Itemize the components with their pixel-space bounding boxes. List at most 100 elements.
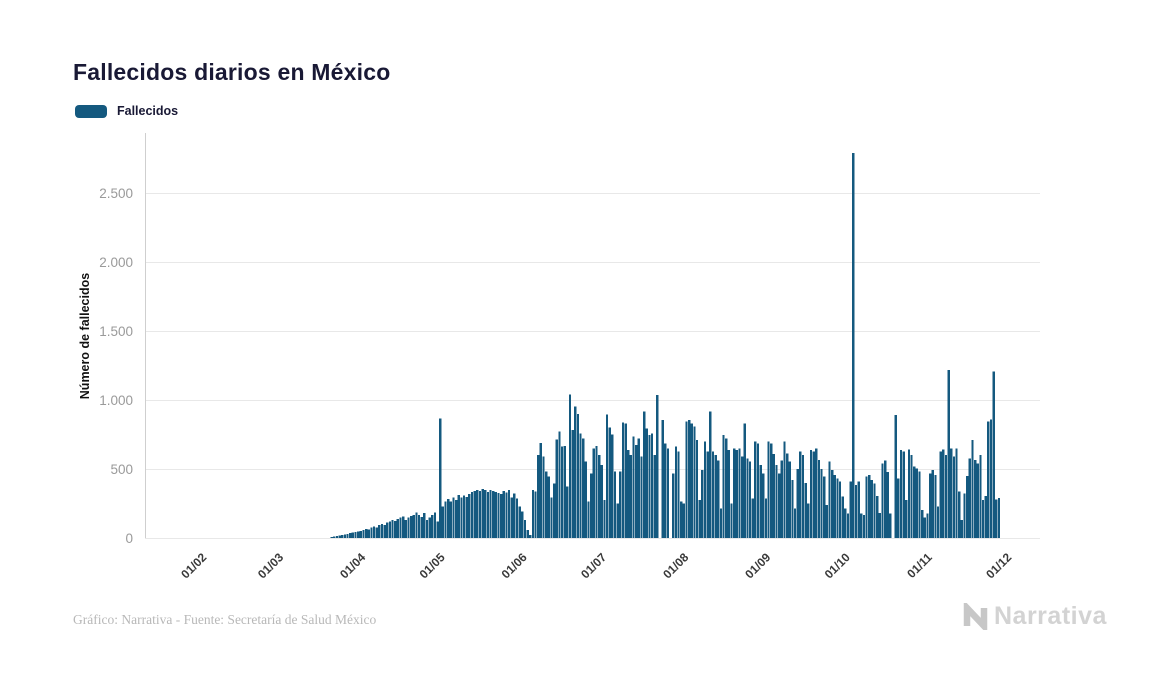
bar[interactable]: [566, 486, 569, 538]
bar[interactable]: [404, 520, 407, 538]
bar[interactable]: [889, 513, 892, 538]
bar[interactable]: [711, 451, 715, 538]
bar[interactable]: [423, 513, 426, 538]
bar[interactable]: [719, 508, 723, 538]
bar[interactable]: [868, 475, 871, 538]
bar[interactable]: [966, 475, 969, 538]
bar[interactable]: [547, 476, 550, 538]
bar[interactable]: [785, 453, 789, 538]
bar[interactable]: [550, 497, 553, 538]
bar[interactable]: [923, 517, 926, 538]
bar[interactable]: [743, 423, 746, 538]
bar[interactable]: [939, 451, 942, 538]
bar[interactable]: [754, 441, 757, 538]
bar[interactable]: [587, 501, 590, 538]
bar[interactable]: [465, 496, 468, 538]
bar[interactable]: [341, 534, 344, 538]
bar[interactable]: [958, 491, 961, 538]
bar[interactable]: [574, 406, 577, 538]
bar[interactable]: [635, 444, 638, 538]
bar[interactable]: [454, 500, 458, 538]
bar[interactable]: [349, 533, 352, 538]
bar[interactable]: [799, 451, 802, 538]
bar[interactable]: [576, 413, 580, 538]
bar[interactable]: [518, 506, 521, 538]
bar[interactable]: [386, 522, 389, 538]
bar[interactable]: [812, 451, 815, 538]
bar[interactable]: [370, 527, 373, 538]
bar[interactable]: [415, 512, 418, 538]
bar[interactable]: [706, 451, 709, 538]
bar[interactable]: [833, 475, 836, 538]
bar[interactable]: [560, 446, 564, 538]
bar[interactable]: [735, 449, 738, 538]
bar[interactable]: [913, 466, 916, 538]
bar[interactable]: [621, 422, 625, 538]
bar[interactable]: [730, 503, 733, 538]
bar[interactable]: [878, 513, 881, 538]
bar[interactable]: [539, 442, 543, 538]
bar[interactable]: [460, 497, 463, 538]
bar[interactable]: [849, 481, 852, 538]
bar[interactable]: [894, 415, 897, 538]
bar[interactable]: [793, 508, 797, 538]
bar[interactable]: [531, 489, 535, 538]
bar[interactable]: [764, 498, 768, 538]
bar[interactable]: [359, 530, 362, 538]
bar[interactable]: [727, 449, 731, 538]
bar[interactable]: [921, 509, 924, 538]
bar[interactable]: [905, 500, 908, 538]
bar[interactable]: [571, 429, 574, 538]
bar[interactable]: [902, 451, 905, 538]
bar[interactable]: [801, 455, 805, 538]
bar[interactable]: [582, 438, 585, 538]
bar[interactable]: [552, 483, 556, 538]
bar[interactable]: [486, 491, 490, 538]
bar[interactable]: [391, 520, 394, 538]
bar[interactable]: [568, 394, 572, 538]
bar[interactable]: [984, 496, 987, 538]
bar[interactable]: [605, 414, 609, 538]
bar[interactable]: [457, 495, 460, 538]
bar[interactable]: [433, 512, 437, 538]
bar[interactable]: [595, 445, 598, 538]
bar[interactable]: [372, 526, 376, 538]
bar[interactable]: [357, 531, 360, 538]
bar[interactable]: [351, 532, 355, 538]
bar[interactable]: [425, 520, 429, 538]
bar[interactable]: [703, 441, 707, 538]
bar[interactable]: [473, 490, 476, 538]
bar[interactable]: [383, 524, 386, 538]
bar[interactable]: [627, 449, 630, 538]
bar[interactable]: [740, 456, 744, 538]
bar[interactable]: [526, 530, 529, 538]
bar[interactable]: [725, 438, 728, 538]
bar[interactable]: [844, 508, 847, 538]
bar[interactable]: [910, 455, 913, 538]
bar[interactable]: [492, 490, 495, 538]
bar[interactable]: [611, 434, 614, 538]
bar[interactable]: [807, 503, 810, 538]
bar[interactable]: [364, 529, 368, 538]
bar[interactable]: [809, 449, 813, 538]
bar[interactable]: [997, 497, 1001, 538]
bar[interactable]: [449, 501, 452, 538]
bar[interactable]: [767, 441, 770, 538]
bar[interactable]: [637, 438, 640, 538]
bar[interactable]: [563, 445, 566, 538]
bar[interactable]: [354, 532, 357, 538]
bar[interactable]: [852, 153, 855, 538]
bar[interactable]: [971, 440, 974, 538]
bar[interactable]: [987, 421, 990, 538]
bar[interactable]: [944, 455, 948, 538]
bar[interactable]: [632, 436, 635, 538]
bar[interactable]: [494, 491, 497, 538]
bar[interactable]: [420, 517, 423, 538]
bar[interactable]: [823, 476, 826, 538]
bar[interactable]: [886, 471, 889, 538]
bar[interactable]: [698, 500, 701, 538]
bar[interactable]: [399, 517, 402, 538]
bar[interactable]: [836, 478, 839, 538]
bar[interactable]: [825, 505, 828, 538]
bar[interactable]: [820, 468, 823, 538]
